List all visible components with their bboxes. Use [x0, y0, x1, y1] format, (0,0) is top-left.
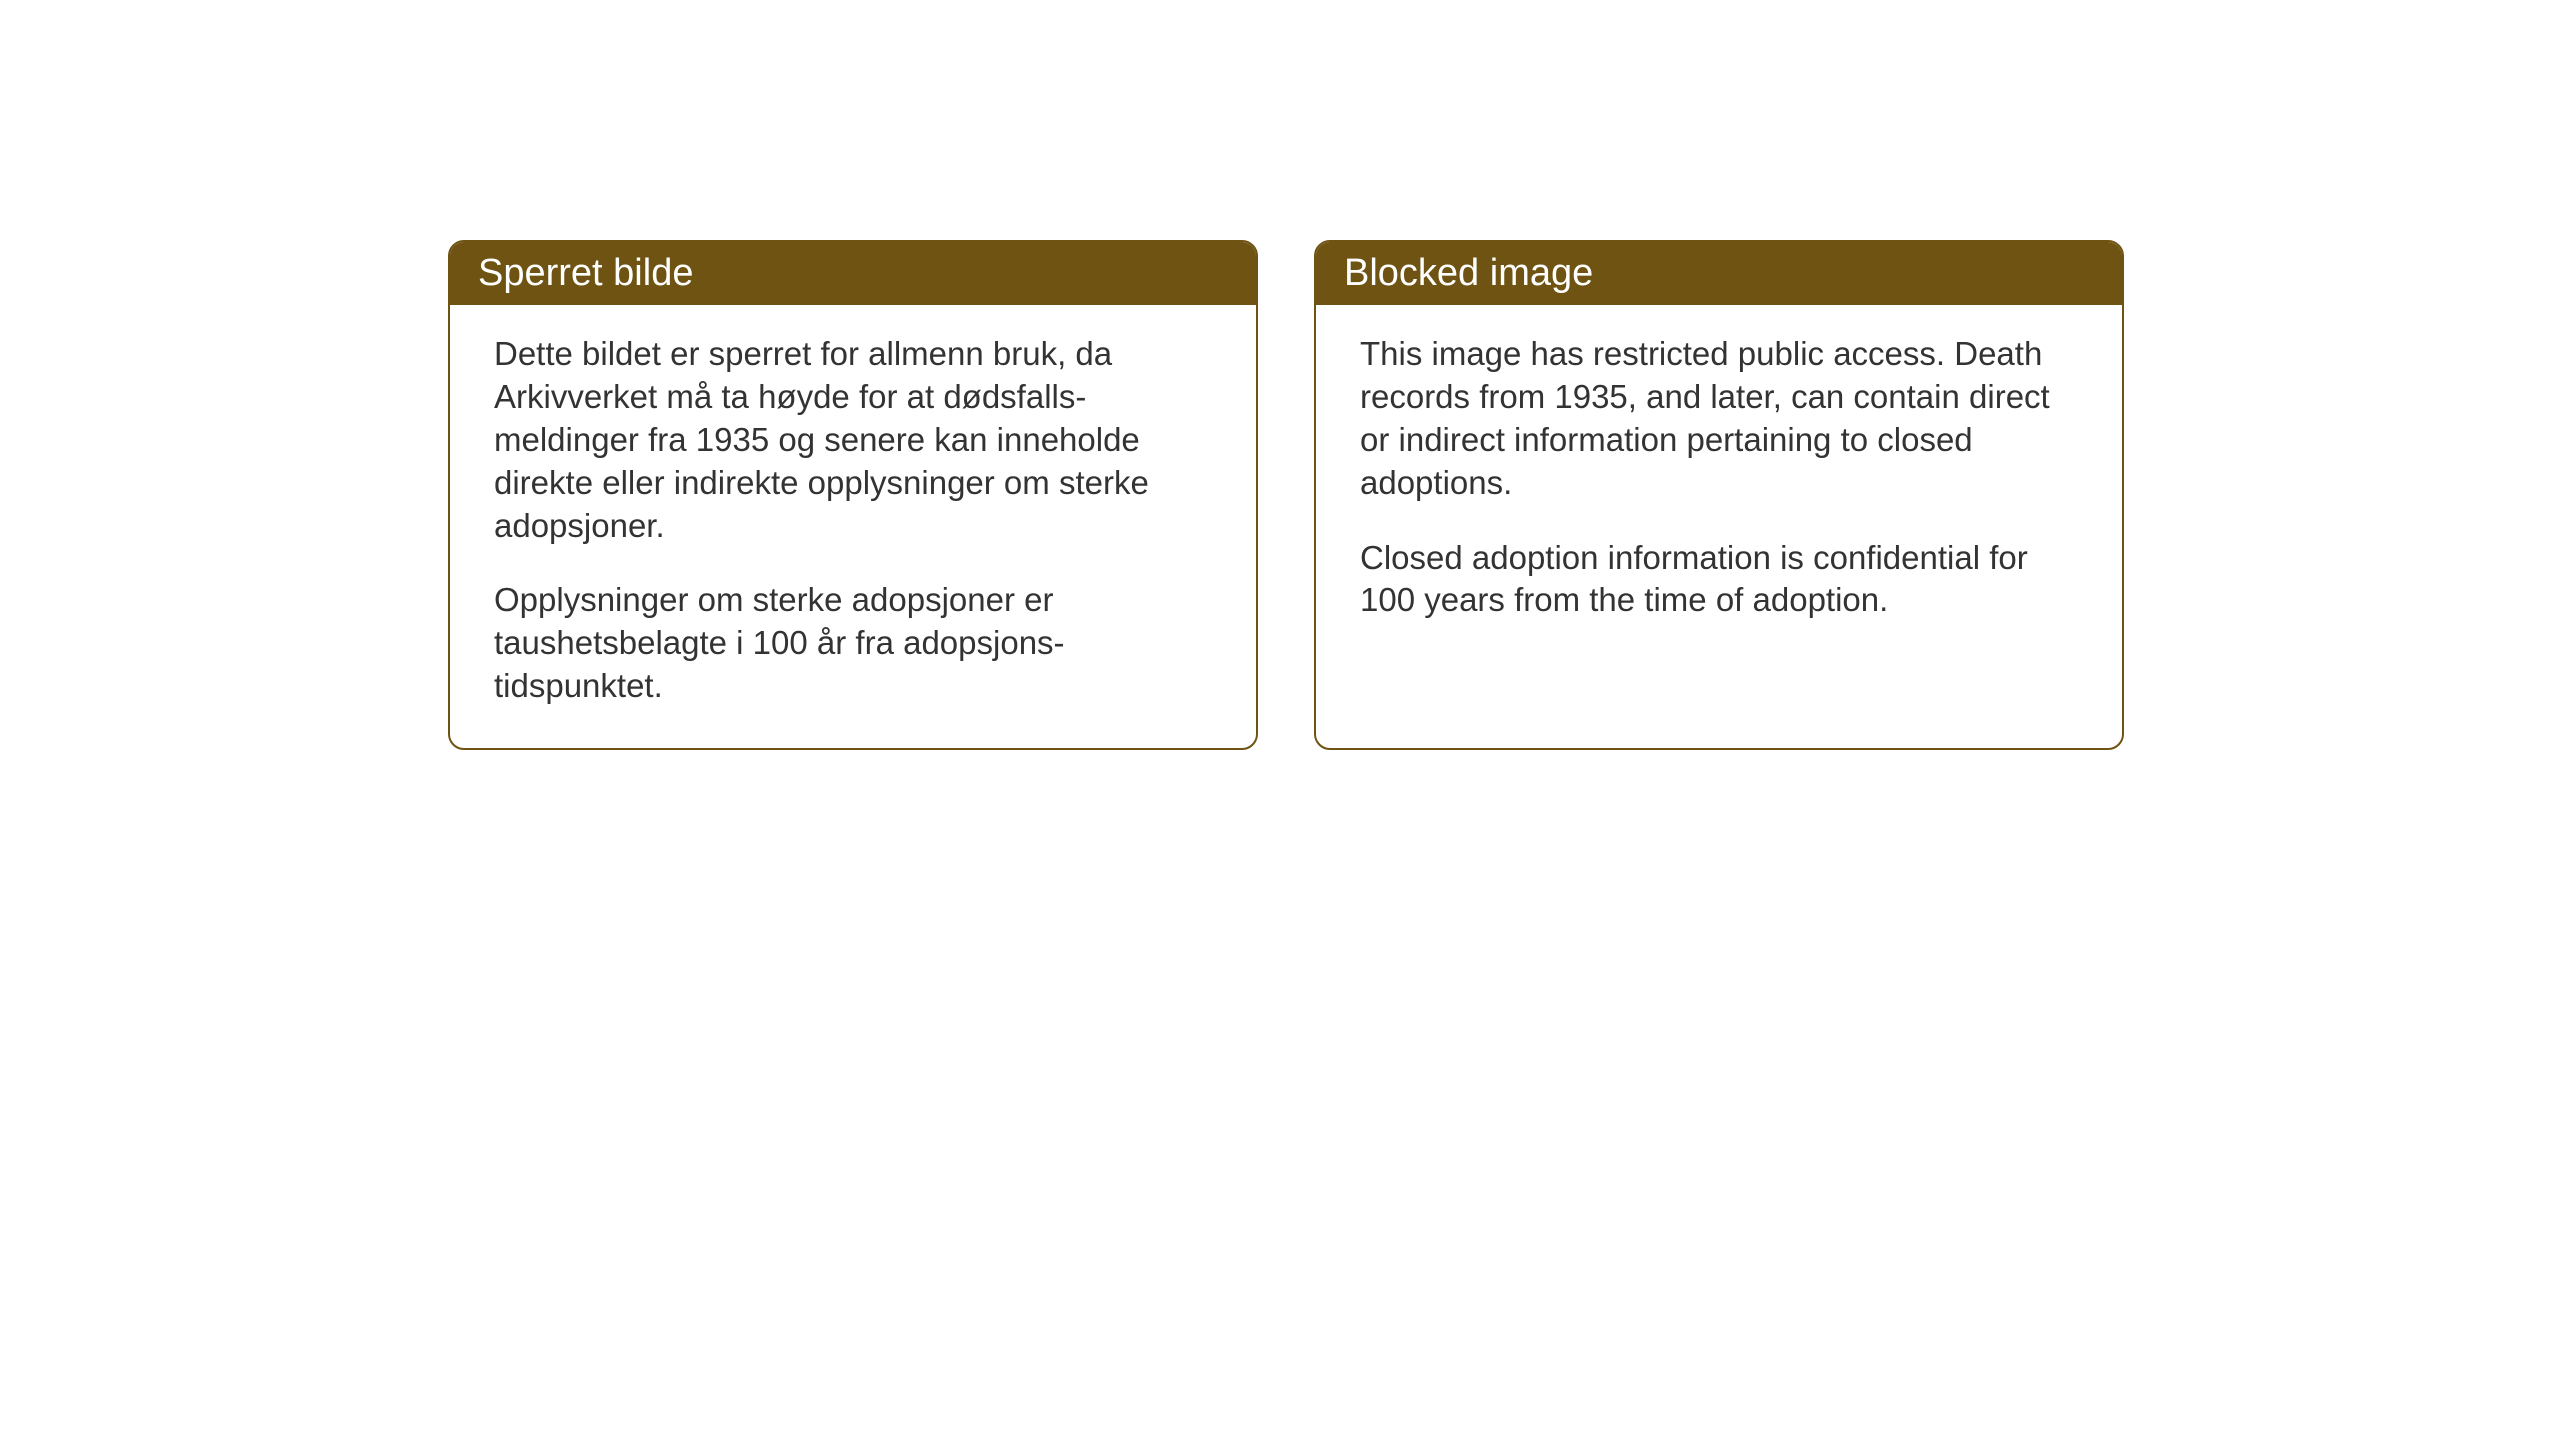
english-paragraph-1: This image has restricted public access.…: [1360, 333, 2078, 505]
norwegian-card: Sperret bilde Dette bildet er sperret fo…: [448, 240, 1258, 750]
norwegian-paragraph-1: Dette bildet er sperret for allmenn bruk…: [494, 333, 1212, 547]
norwegian-card-header: Sperret bilde: [450, 242, 1256, 305]
norwegian-card-title: Sperret bilde: [478, 252, 693, 294]
english-paragraph-2: Closed adoption information is confident…: [1360, 537, 2078, 623]
norwegian-card-body: Dette bildet er sperret for allmenn bruk…: [450, 305, 1256, 744]
english-card: Blocked image This image has restricted …: [1314, 240, 2124, 750]
english-card-body: This image has restricted public access.…: [1316, 305, 2122, 658]
english-card-title: Blocked image: [1344, 252, 1593, 294]
norwegian-paragraph-2: Opplysninger om sterke adopsjoner er tau…: [494, 579, 1212, 708]
english-card-header: Blocked image: [1316, 242, 2122, 305]
cards-container: Sperret bilde Dette bildet er sperret fo…: [448, 240, 2124, 750]
